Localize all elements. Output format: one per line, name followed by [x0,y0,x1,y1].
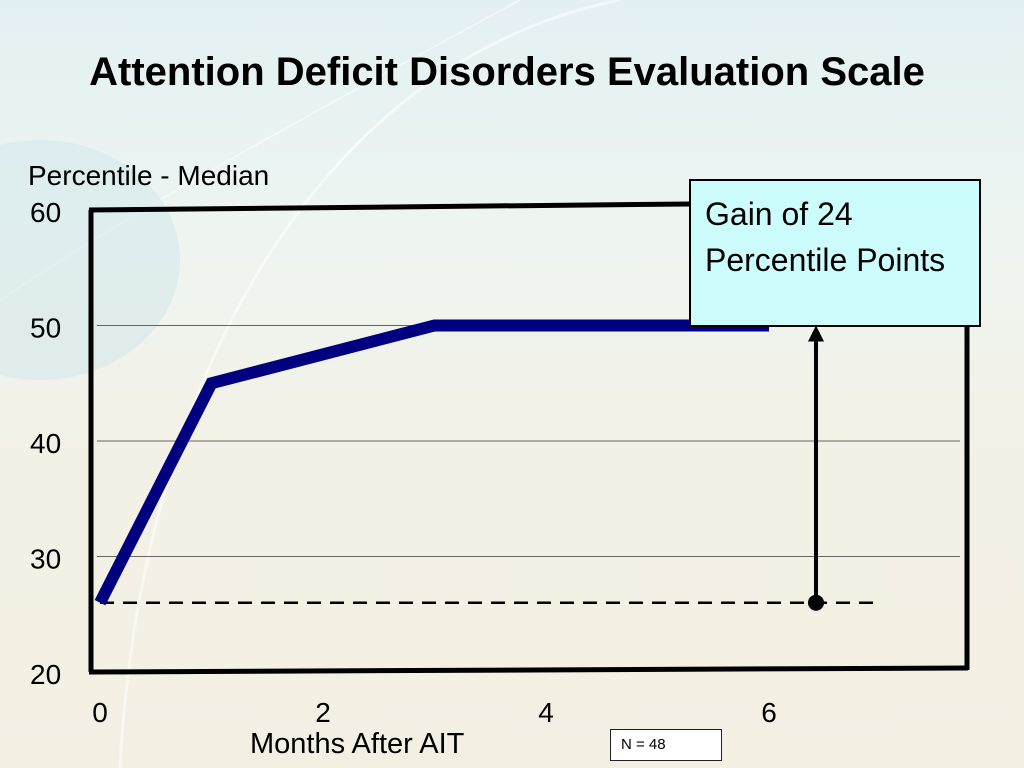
y-tick-label-20: 20 [30,659,61,690]
sample-size-note: N = 48 [610,729,722,761]
gain-arrow-head [808,325,824,342]
x-tick-label-6: 6 [761,697,777,728]
slide-title: Attention Deficit Disorders Evaluation S… [89,50,925,94]
y-tick-label-60: 60 [30,197,61,228]
y-tick-label-30: 30 [30,544,61,575]
top-frame-line [88,201,691,213]
y-tick-label-50: 50 [30,313,61,344]
x-tick-label-2: 2 [315,697,331,728]
x-tick-label-4: 4 [538,697,554,728]
x-axis-line [88,665,969,675]
series-line-0 [94,319,769,606]
x-tick-label-0: 0 [92,697,108,728]
x-axis-label: Months After AIT [250,728,465,760]
gain-arrow-start-dot [808,594,824,611]
y-tick-label-40: 40 [30,428,61,459]
y-axis-label: Percentile - Median [28,160,270,191]
gain-callout: Gain of 24 Percentile Points [689,179,981,327]
